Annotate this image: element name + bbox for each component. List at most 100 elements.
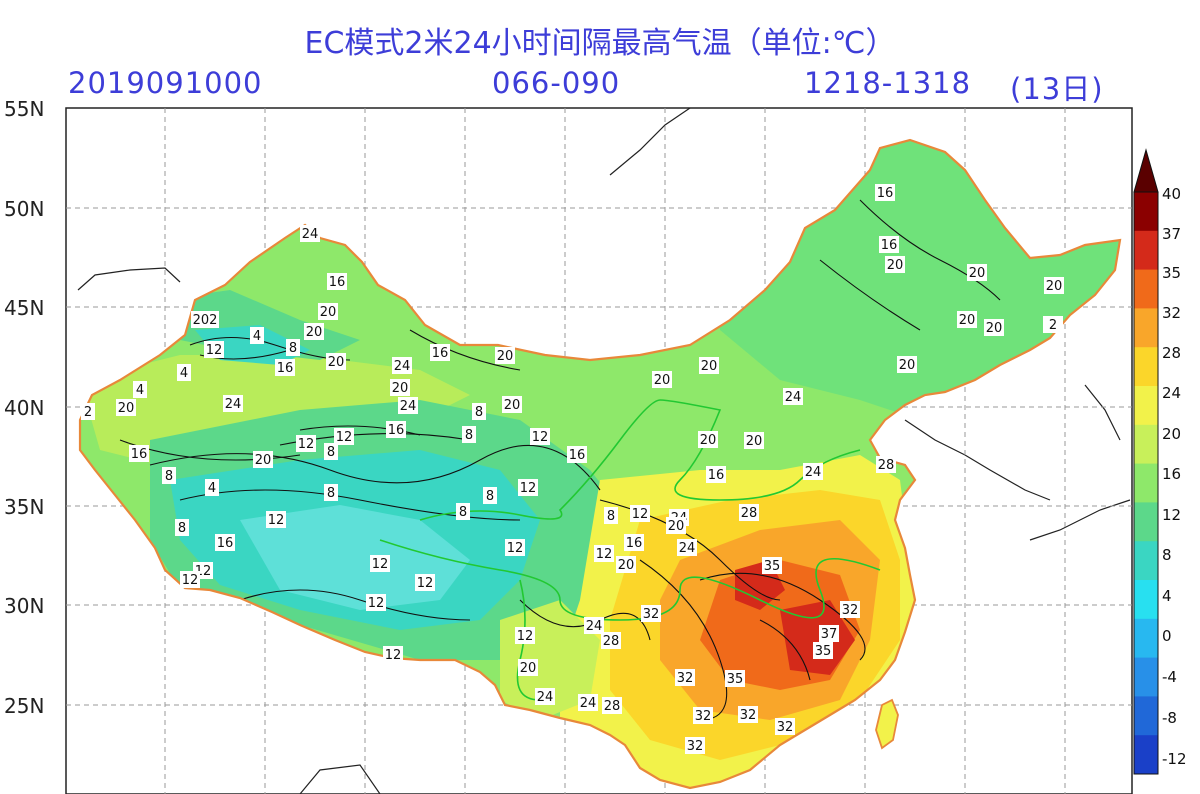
lat-label-55n: 55N	[4, 97, 45, 121]
contour-label-20: 20	[652, 371, 672, 388]
contour-label-text: 24	[394, 359, 411, 374]
contour-label-20: 20	[304, 323, 324, 340]
contour-label-text: 32	[677, 671, 694, 686]
contour-label-text: 24	[400, 399, 417, 414]
colorbar-swatch	[1134, 386, 1158, 426]
contour-label-20: 20	[984, 319, 1004, 336]
colorbar	[1133, 148, 1159, 775]
contour-label-32: 32	[738, 706, 758, 723]
contour-label-8: 8	[604, 507, 618, 524]
contour-label-16: 16	[879, 236, 899, 253]
contour-label-24: 24	[783, 388, 803, 405]
contour-label-16: 16	[327, 273, 347, 290]
contour-label-text: 24	[537, 690, 554, 705]
contour-label-text: 16	[626, 536, 643, 551]
contour-label-8: 8	[472, 403, 486, 420]
contour-label-text: 2	[84, 405, 92, 420]
contour-label-24: 24	[677, 539, 697, 556]
contour-label-12: 12	[180, 571, 200, 588]
contour-label-text: 12	[596, 547, 613, 562]
contour-label-20: 20	[698, 431, 718, 448]
colorbar-label-28: 28	[1162, 344, 1182, 362]
contour-label-24: 24	[223, 395, 243, 412]
colorbar-swatch	[1134, 735, 1158, 775]
colorbar-swatch	[1134, 657, 1158, 697]
contour-label-12: 12	[266, 511, 286, 528]
contour-label-text: 20	[899, 358, 916, 373]
contour-label-35: 35	[762, 557, 782, 574]
contour-label-text: 16	[881, 238, 898, 253]
contour-label-text: 32	[643, 607, 660, 622]
contour-label-16: 16	[275, 359, 295, 376]
contour-label-text: 8	[178, 521, 186, 536]
contour-label-12: 12	[594, 545, 614, 562]
contour-labels: 16 16 20 20 20 20 20 20 2 20 20 20 24 16…	[81, 184, 1064, 754]
contour-label-8: 8	[286, 339, 300, 356]
contour-label-20: 20	[495, 347, 515, 364]
colorbar-label-24: 24	[1162, 384, 1182, 402]
contour-label-text: 12	[298, 437, 315, 452]
contour-label-12: 12	[366, 594, 386, 611]
contour-label-16: 16	[386, 421, 406, 438]
init-time: 2019091000	[68, 66, 263, 100]
lat-label-25n: 25N	[4, 694, 45, 718]
contour-label-16: 16	[624, 534, 644, 551]
contour-label-text: 16	[708, 468, 725, 483]
colorbar-label-m12: -12	[1162, 750, 1187, 768]
contour-label-text: 16	[432, 346, 449, 361]
colorbar-label-32: 32	[1162, 304, 1182, 322]
contour-label-4: 4	[250, 327, 264, 344]
contour-label-text: 20	[328, 355, 345, 370]
colorbar-swatch	[1134, 347, 1158, 387]
contour-label-text: 12	[520, 481, 537, 496]
contour-label-20: 20	[518, 659, 538, 676]
contour-label-text: 20	[497, 349, 514, 364]
contour-label-text: 12	[417, 576, 434, 591]
contour-label-text: 20	[306, 325, 323, 340]
colorbar-label-37: 37	[1162, 225, 1182, 243]
valid-range: 1218-1318	[804, 66, 972, 100]
contour-label-35: 35	[813, 642, 833, 659]
contour-label-32: 32	[693, 707, 713, 724]
contour-label-32: 32	[675, 669, 695, 686]
contour-label-text: 20	[320, 305, 337, 320]
contour-label-text: 32	[687, 739, 704, 754]
contour-label-4: 4	[177, 364, 191, 381]
contour-label-text: 12	[206, 343, 223, 358]
colorbar-swatch	[1134, 192, 1158, 232]
colorbar-label-35: 35	[1162, 264, 1182, 282]
contour-label-12: 12	[296, 435, 316, 452]
taiwan-island	[875, 698, 899, 750]
colorbar-swatch	[1134, 230, 1158, 271]
contour-label-text: 24	[302, 227, 319, 242]
colorbar-swatch	[1134, 463, 1158, 503]
contour-label-12: 12	[334, 428, 354, 445]
colorbar-swatch	[1134, 541, 1158, 581]
contour-label-text: 12	[336, 430, 353, 445]
contour-label-text: 37	[821, 627, 838, 642]
contour-label-16: 16	[129, 445, 149, 462]
contour-label-text: 20	[959, 313, 976, 328]
contour-label-text: 16	[217, 536, 234, 551]
contour-label-text: 28	[604, 699, 621, 714]
contour-label-text: 8	[165, 469, 173, 484]
contour-label-text: 20	[1046, 279, 1063, 294]
contour-label-8: 8	[175, 519, 189, 536]
contour-label-text: 32	[777, 720, 794, 735]
contour-label-text: 35	[815, 644, 832, 659]
contour-label-20: 20	[116, 399, 136, 416]
contour-label-text: 35	[727, 672, 744, 687]
contour-label-12: 12	[530, 428, 550, 445]
contour-label-text: 4	[136, 383, 144, 398]
contour-label-text: 16	[131, 447, 148, 462]
contour-label-12: 12	[630, 505, 650, 522]
colorbar-label-16: 16	[1162, 465, 1182, 483]
contour-label-text: 8	[607, 509, 615, 524]
contour-label-8: 8	[483, 487, 497, 504]
colorbar-label-20: 20	[1162, 425, 1182, 443]
colorbar-swatch	[1134, 502, 1158, 542]
colorbar-outline	[1133, 191, 1159, 775]
contour-label-text: 12	[182, 573, 199, 588]
contour-label-text: 12	[385, 648, 402, 663]
